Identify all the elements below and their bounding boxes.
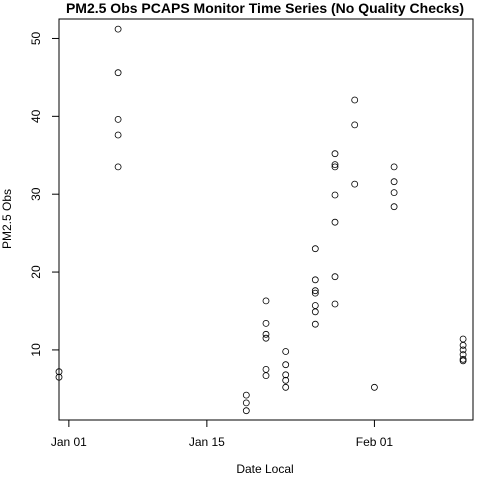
- data-point: [262, 365, 270, 373]
- data-point: [282, 383, 290, 391]
- data-point: [331, 150, 339, 158]
- data-point: [370, 383, 378, 391]
- data-point: [311, 308, 319, 316]
- data-point: [351, 121, 359, 129]
- data-point: [331, 300, 339, 308]
- y-tick-label: 50: [29, 31, 43, 45]
- x-axis-label: Date Local: [236, 462, 293, 476]
- x-tick-label: Feb 01: [356, 435, 394, 449]
- data-point: [311, 276, 319, 284]
- data-point: [390, 178, 398, 186]
- y-axis: 10 20 30 40 50: [29, 31, 60, 357]
- data-point: [459, 346, 467, 354]
- data-point: [311, 289, 319, 297]
- data-point: [242, 399, 250, 407]
- data-point: [282, 371, 290, 379]
- data-point: [311, 320, 319, 328]
- data-point: [311, 287, 319, 295]
- data-point: [114, 69, 122, 77]
- data-point: [311, 245, 319, 253]
- data-point: [459, 355, 467, 363]
- x-axis: Jan 01 Jan 15 Feb 01: [51, 419, 394, 449]
- data-point: [242, 391, 250, 399]
- data-point: [262, 319, 270, 327]
- data-points: [55, 25, 467, 415]
- plot-frame: [58, 18, 474, 421]
- y-tick-label: 10: [29, 343, 43, 357]
- data-point: [390, 163, 398, 171]
- data-point: [390, 203, 398, 211]
- data-point: [331, 161, 339, 169]
- data-point: [459, 357, 467, 365]
- chart-title: PM2.5 Obs PCAPS Monitor Time Series (No …: [66, 0, 464, 16]
- data-point: [331, 218, 339, 226]
- data-point: [114, 116, 122, 123]
- data-point: [114, 163, 122, 171]
- data-point: [55, 368, 63, 376]
- data-point: [282, 376, 290, 384]
- data-point: [459, 341, 467, 349]
- data-point: [331, 163, 339, 171]
- data-point: [331, 273, 339, 281]
- data-point: [331, 191, 339, 199]
- data-point: [262, 372, 270, 380]
- data-point: [311, 302, 319, 309]
- data-point: [242, 407, 250, 415]
- data-point: [282, 361, 290, 369]
- data-point: [459, 335, 467, 343]
- data-point: [114, 131, 122, 139]
- data-point: [55, 373, 63, 381]
- y-tick-label: 30: [29, 187, 43, 201]
- data-point: [262, 330, 270, 338]
- data-point: [390, 189, 398, 197]
- data-point: [114, 25, 122, 33]
- data-point: [351, 96, 359, 104]
- x-tick-label: Jan 01: [51, 435, 87, 449]
- data-point: [282, 348, 290, 355]
- x-tick-label: Jan 15: [189, 435, 225, 449]
- data-point: [262, 334, 270, 342]
- data-point: [351, 180, 359, 188]
- y-axis-label: PM2.5 Obs: [0, 189, 14, 249]
- y-tick-label: 20: [29, 265, 43, 279]
- data-point: [262, 297, 270, 305]
- y-tick-label: 40: [29, 109, 43, 123]
